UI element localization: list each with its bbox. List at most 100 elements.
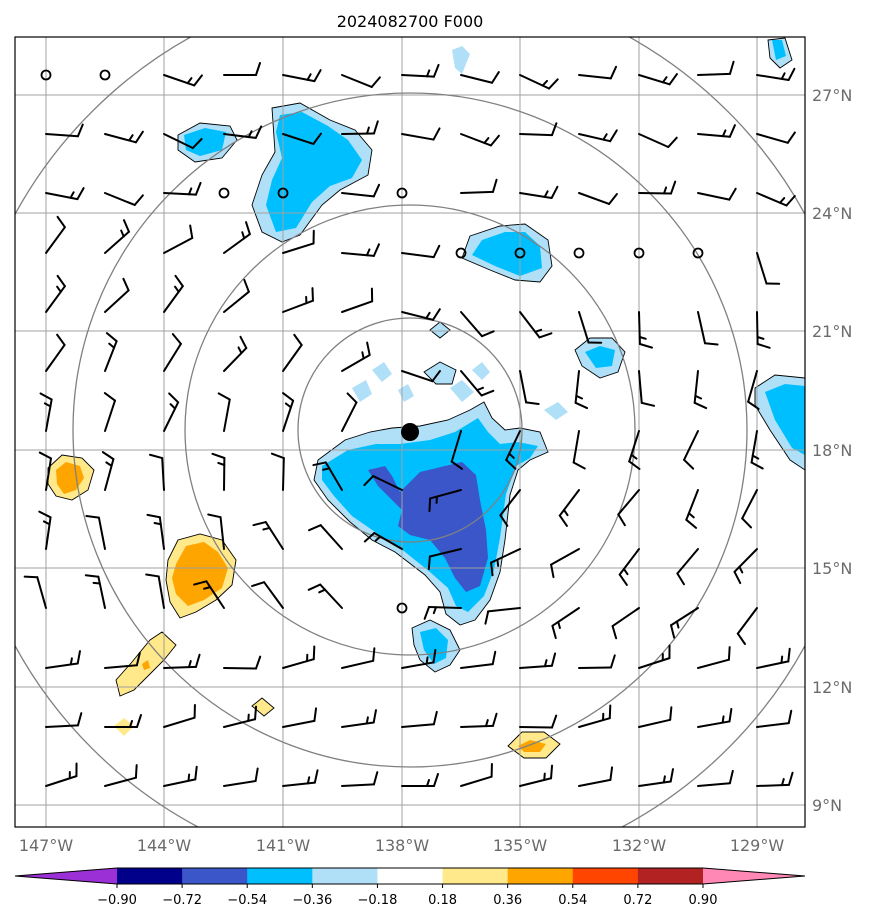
wind-barb [670, 607, 699, 639]
wind-barbs [23, 60, 796, 787]
wind-barb [519, 185, 559, 200]
wind-barb [756, 252, 781, 285]
wind-barb [490, 548, 521, 577]
wind-barb [697, 646, 731, 669]
wind-barb [676, 548, 699, 586]
wind-barb [736, 607, 758, 645]
wind-barb [163, 703, 196, 728]
wind-barb [163, 653, 201, 669]
lon-label: 141°W [256, 836, 311, 855]
calm-circle [396, 187, 408, 199]
wind-barb [460, 650, 497, 669]
wind-barb [341, 74, 381, 88]
wind-barb [223, 221, 251, 254]
colorbar-tick-label: 0.72 [623, 893, 652, 908]
wind-barb [84, 574, 106, 609]
calm-circle [455, 247, 467, 259]
wind-barb [401, 244, 441, 259]
storm-center-marker [401, 423, 419, 441]
wind-barb [611, 607, 640, 640]
colorbar-segment [637, 868, 704, 884]
wind-barb [163, 765, 198, 787]
colorbar-tick-label: −0.90 [97, 893, 137, 908]
wind-barb [519, 652, 557, 669]
wind-barb [45, 123, 84, 138]
wind-barb [308, 524, 343, 550]
wind-barb [282, 287, 314, 313]
wind-barb [460, 133, 500, 147]
wind-barb [211, 452, 226, 491]
wind-barb [638, 768, 674, 787]
lon-label: 147°W [19, 836, 74, 855]
wind-barb [223, 125, 263, 139]
wind-barb [104, 764, 138, 787]
wind-barb [756, 311, 771, 349]
wind-barb [163, 392, 180, 432]
wind-barb [223, 705, 258, 728]
field-patch [772, 40, 786, 60]
wind-barb [505, 430, 521, 470]
wind-barb [450, 430, 464, 470]
wind-barb [282, 69, 322, 83]
wind-barb [578, 129, 618, 143]
colorbar-tick-label: −0.72 [162, 893, 202, 908]
wind-barb [251, 581, 284, 609]
wind-barb [756, 647, 791, 669]
wind-barb [45, 274, 66, 313]
colorbar-tick-label: −0.36 [292, 893, 332, 908]
colorbar-segment [442, 868, 509, 884]
wind-barb [741, 489, 758, 529]
field-patch [368, 462, 488, 592]
wind-barb [756, 192, 796, 207]
colorbar-tick-label: 0.18 [428, 893, 457, 908]
wind-barb [638, 73, 678, 86]
calm-circle [277, 187, 289, 199]
wind-barb [460, 712, 498, 728]
range-ring [72, 92, 748, 768]
wind-barb [756, 131, 796, 144]
lon-label: 144°W [137, 836, 192, 855]
wind-barb [85, 514, 106, 550]
wind-barb [401, 127, 441, 141]
wind-barb [697, 60, 735, 76]
wind-barb [163, 224, 194, 254]
range-ring [184, 204, 636, 656]
wind-barb [756, 709, 793, 728]
wind-barb [401, 63, 440, 78]
wind-barb [401, 648, 437, 669]
wind-barb [145, 573, 165, 609]
field-patch [472, 362, 490, 380]
field-patch [765, 384, 805, 455]
wind-barb [163, 133, 203, 150]
wind-barb [45, 712, 83, 728]
wind-barb [307, 583, 343, 609]
colorbar-extend-high [703, 868, 805, 884]
wind-barb [697, 769, 734, 787]
wind-barb [519, 714, 558, 729]
wind-barb [558, 489, 580, 527]
wind-barb [103, 392, 116, 432]
calm-circle [396, 602, 408, 614]
field-patch [172, 542, 228, 606]
wind-barb [550, 548, 580, 579]
wind-barb [282, 707, 318, 728]
wind-barb [104, 714, 142, 728]
wind-barb [519, 311, 553, 339]
wind-barb [45, 215, 66, 254]
wind-barb [148, 453, 165, 491]
wind-barb [578, 654, 616, 669]
wind-barb [578, 192, 618, 205]
wind-barb [312, 461, 343, 491]
wind-barb [499, 489, 521, 527]
longitude-labels: 147°W 144°W 141°W 138°W 135°W 132°W 129°… [19, 836, 785, 855]
wind-barb [101, 451, 115, 491]
wind-barb [217, 392, 231, 432]
colorbar-tick-label: −0.18 [358, 893, 398, 908]
wind-barb [104, 219, 130, 254]
wind-barb [38, 451, 52, 491]
field-patch [452, 46, 470, 74]
wind-barb [574, 370, 589, 410]
wind-barb [223, 767, 259, 787]
wind-barb [519, 370, 540, 406]
